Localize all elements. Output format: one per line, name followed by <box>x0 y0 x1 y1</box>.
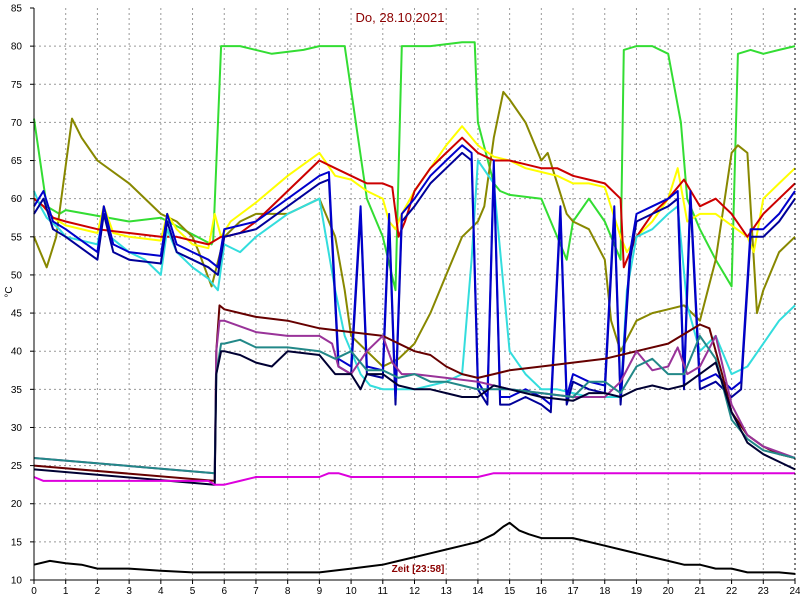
x-tick-label: 1 <box>63 586 69 597</box>
y-tick-label: 60 <box>11 194 23 205</box>
series-line-9 <box>33 319 796 475</box>
series-line-11 <box>33 350 796 486</box>
y-tick-label: 80 <box>11 42 23 53</box>
y-tick-label: 10 <box>11 576 23 587</box>
x-tick-label: 16 <box>536 586 548 597</box>
x-tick-label: 0 <box>31 586 37 597</box>
x-tick-label: 13 <box>441 586 453 597</box>
series-lines <box>33 41 796 575</box>
x-tick-label: 19 <box>631 586 643 597</box>
x-tick-label: 14 <box>472 586 484 597</box>
y-tick-label: 70 <box>11 118 23 129</box>
y-tick-label: 40 <box>11 347 23 358</box>
y-axis-label: °C <box>4 286 15 297</box>
y-tick-label: 65 <box>11 156 23 167</box>
y-tick-label: 30 <box>11 423 23 434</box>
x-tick-label: 11 <box>378 586 389 597</box>
x-tick-label: 5 <box>190 586 196 597</box>
x-tick-label: 22 <box>726 586 738 597</box>
x-tick-label: 21 <box>694 586 706 597</box>
y-tick-label: 35 <box>11 385 23 396</box>
series-line-7 <box>33 144 796 406</box>
x-tick-label: 18 <box>599 586 611 597</box>
x-tick-label: 24 <box>789 586 800 597</box>
axes <box>30 7 796 584</box>
x-tick-label: 15 <box>504 586 516 597</box>
x-tick-label: 17 <box>567 586 579 597</box>
y-tick-label: 50 <box>11 270 23 281</box>
y-tick-label: 45 <box>11 309 23 320</box>
x-tick-label: 8 <box>285 586 291 597</box>
time-label: Zeit [23:58] <box>392 564 445 575</box>
series-line-10 <box>33 334 796 475</box>
x-tick-label: 20 <box>663 586 675 597</box>
x-tick-label: 9 <box>317 586 323 597</box>
y-tick-label: 15 <box>11 537 23 548</box>
x-tick-label: 6 <box>221 586 227 597</box>
y-tick-label: 20 <box>11 499 23 510</box>
series-line-13 <box>33 521 796 575</box>
y-tick-label: 85 <box>11 4 23 15</box>
x-tick-label: 4 <box>158 586 164 597</box>
x-tick-label: 3 <box>126 586 132 597</box>
series-line-6 <box>33 151 796 414</box>
x-tick-label: 23 <box>758 586 770 597</box>
x-tick-label: 10 <box>346 586 358 597</box>
x-tick-label: 12 <box>409 586 421 597</box>
y-tick-label: 55 <box>11 232 23 243</box>
series-line-12 <box>33 472 795 486</box>
x-tick-label: 7 <box>253 586 259 597</box>
chart-title: Do, 28.10.2021 <box>356 10 445 25</box>
tick-labels: 0 1 2 3 4 5 6 7 8 9 10 11 12 13 14 15 16 17 18 19 20 21 22 23 24… <box>11 4 800 598</box>
grid-lines <box>34 8 795 580</box>
series-line-8 <box>33 304 796 482</box>
y-tick-label: 25 <box>11 461 23 472</box>
y-tick-label: 75 <box>11 80 23 91</box>
x-tick-label: 2 <box>95 586 101 597</box>
